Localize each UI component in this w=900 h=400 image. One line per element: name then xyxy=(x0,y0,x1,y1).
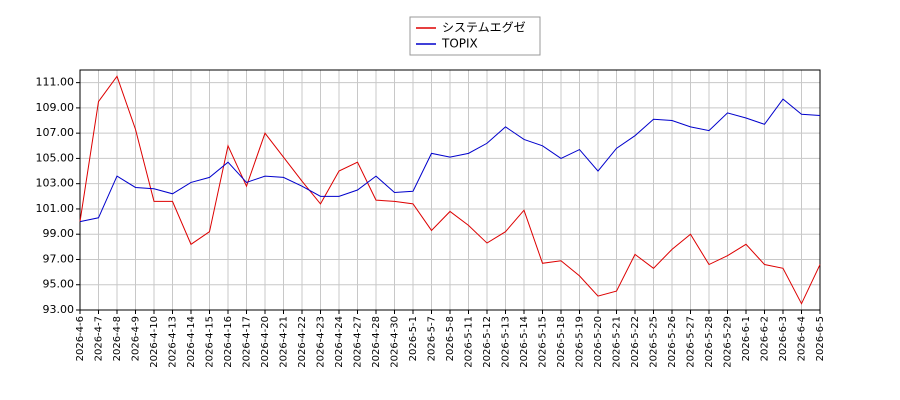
y-tick-label: 93.00 xyxy=(43,303,75,316)
y-tick-label: 99.00 xyxy=(43,227,75,240)
x-tick-label: 2026-4-16 xyxy=(223,316,234,368)
legend-box xyxy=(409,16,541,56)
legend-label: TOPIX xyxy=(441,37,478,51)
y-tick-label: 107.00 xyxy=(36,126,75,139)
x-tick-label: 2026-5-27 xyxy=(686,316,697,368)
x-tick-label: 2026-6-2 xyxy=(760,316,771,361)
x-tick-label: 2026-4-22 xyxy=(297,316,308,368)
x-tick-label: 2026-5-14 xyxy=(519,316,530,368)
series-line xyxy=(79,98,821,223)
x-tick-label: 2026-4-28 xyxy=(371,316,382,368)
x-tick-label: 2026-5-28 xyxy=(704,316,715,368)
x-tick-label: 2026-4-27 xyxy=(353,316,364,368)
x-tick-label: 2026-4-23 xyxy=(316,316,327,368)
x-tick-label: 2026-4-14 xyxy=(186,316,197,368)
y-tick-label: 103.00 xyxy=(36,177,75,190)
x-tick-label: 2026-4-21 xyxy=(279,316,290,368)
y-tick-label: 101.00 xyxy=(36,202,75,215)
plot-frame xyxy=(79,69,821,311)
x-tick-label: 2026-4-9 xyxy=(131,316,142,361)
x-tick-label: 2026-4-30 xyxy=(390,316,401,368)
x-tick-label: 2026-5-1 xyxy=(408,316,419,361)
x-tick-label: 2026-4-17 xyxy=(242,316,253,368)
x-tick-label: 2026-5-20 xyxy=(593,316,604,368)
y-tick-label: 97.00 xyxy=(43,252,75,265)
series-line xyxy=(79,75,821,305)
y-tick-label: 95.00 xyxy=(43,278,75,291)
x-tick-label: 2026-6-5 xyxy=(815,316,826,361)
x-tick-label: 2026-6-4 xyxy=(797,316,808,361)
x-tick-label: 2026-5-21 xyxy=(612,316,623,368)
x-tick-label: 2026-4-20 xyxy=(260,316,271,368)
x-tick-label: 2026-5-29 xyxy=(723,316,734,368)
x-tick-label: 2026-4-13 xyxy=(168,316,179,368)
legend-label: システムエグゼ xyxy=(442,21,526,35)
x-tick-label: 2026-5-13 xyxy=(501,316,512,368)
x-tick-label: 2026-4-15 xyxy=(205,316,216,368)
x-tick-label: 2026-5-18 xyxy=(556,316,567,368)
x-tick-label: 2026-5-15 xyxy=(538,316,549,368)
x-tick-label: 2026-4-8 xyxy=(112,316,123,361)
x-tick-label: 2026-4-10 xyxy=(149,316,160,368)
x-tick-label: 2026-5-11 xyxy=(464,316,475,368)
x-tick-label: 2026-5-26 xyxy=(667,316,678,368)
x-tick-label: 2026-5-22 xyxy=(630,316,641,368)
x-tick-label: 2026-5-12 xyxy=(482,316,493,368)
x-tick-label: 2026-5-7 xyxy=(427,316,438,361)
x-tick-label: 2026-5-25 xyxy=(649,316,660,368)
y-tick-label: 105.00 xyxy=(36,151,75,164)
x-tick-label: 2026-5-19 xyxy=(575,316,586,368)
y-tick-label: 111.00 xyxy=(36,76,75,89)
x-tick-label: 2026-4-24 xyxy=(334,316,345,368)
x-tick-label: 2026-4-6 xyxy=(75,316,86,361)
x-tick-label: 2026-6-1 xyxy=(741,316,752,361)
y-tick-label: 109.00 xyxy=(36,101,75,114)
x-tick-label: 2026-4-7 xyxy=(94,316,105,361)
x-tick-label: 2026-5-8 xyxy=(445,316,456,361)
x-tick-label: 2026-6-3 xyxy=(778,316,789,361)
